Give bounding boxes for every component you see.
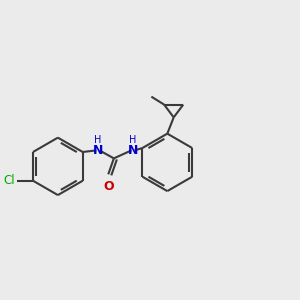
Text: O: O: [103, 180, 114, 193]
Text: H: H: [129, 135, 137, 145]
Text: Cl: Cl: [4, 174, 15, 187]
Text: N: N: [128, 144, 138, 157]
Text: H: H: [94, 135, 102, 145]
Text: N: N: [93, 144, 103, 157]
